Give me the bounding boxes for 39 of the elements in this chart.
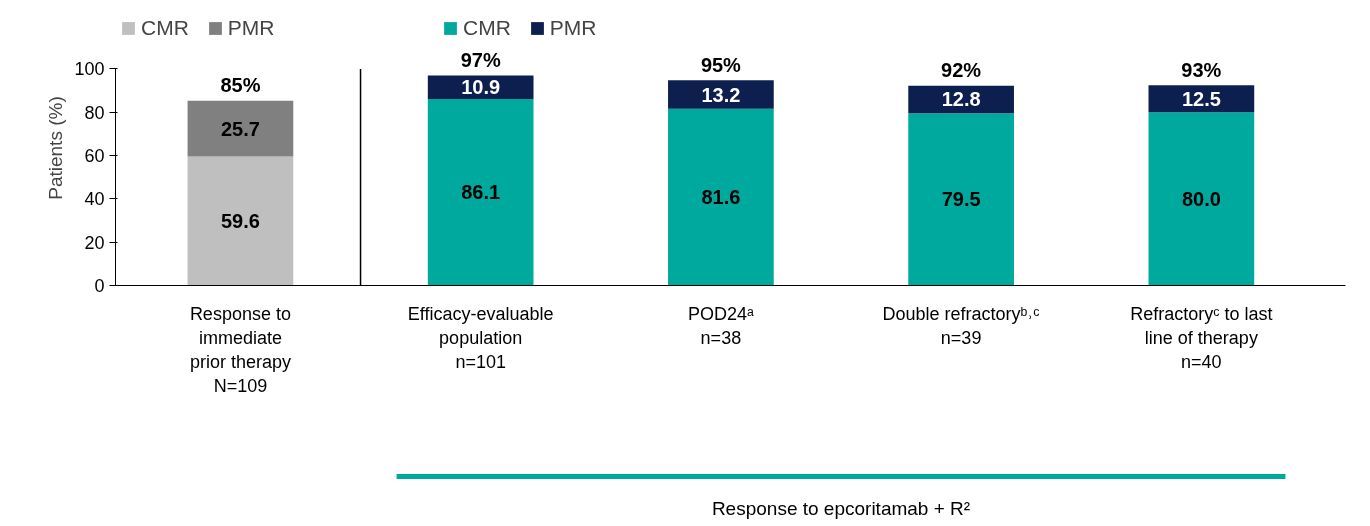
data-label: 25.7: [220, 117, 260, 140]
bar: [187, 100, 294, 157]
data-label: 13.2: [701, 83, 741, 106]
data-label: 12.5: [1181, 87, 1221, 110]
data-label: 80.0: [1181, 187, 1221, 210]
data-label: 12.8: [941, 88, 981, 111]
bar: [1148, 112, 1255, 286]
data-label: 86.1: [461, 181, 501, 204]
total-label: 85%: [220, 74, 261, 97]
total-label: 97%: [460, 49, 501, 72]
total-label: 93%: [1181, 58, 1222, 81]
x-tick-label: Double refractoryᵇ˒ᶜ n=39: [882, 303, 1040, 348]
y-tick-label: 80: [84, 102, 105, 123]
data-label: 59.6: [220, 209, 260, 232]
legend-label: CMR: [463, 16, 511, 40]
x-tick-label: Efficacy-evaluable population n=101: [407, 303, 554, 372]
x-tick-label: Refractoryᶜ to last line of therapy n=40: [1130, 303, 1273, 372]
y-axis-title: Patients (%): [45, 96, 67, 200]
x-tick-label: POD24ᵃ n=38: [688, 303, 755, 348]
bar: [187, 156, 294, 286]
total-label: 92%: [941, 59, 982, 82]
y-tick-label: 20: [84, 232, 105, 253]
x-tick-label: Response to immediate prior therapy N=109: [189, 303, 291, 396]
y-tick-label: 60: [84, 146, 105, 167]
y-tick-label: 0: [94, 276, 105, 296]
legend-label: PMR: [549, 16, 597, 40]
legend-label: CMR: [141, 16, 189, 40]
text: Response to epcoritamab + R²: [711, 497, 971, 519]
bar: [908, 113, 1014, 286]
y-tick-label: 100: [74, 59, 105, 80]
y-tick-label: 40: [84, 189, 105, 210]
data-label: 81.6: [701, 186, 741, 209]
data-label: 10.9: [461, 76, 501, 99]
bar: [668, 108, 774, 286]
legend-label: PMR: [227, 16, 275, 40]
total-label: 95%: [700, 53, 742, 76]
bar: [668, 80, 774, 109]
data-label: 79.5: [941, 188, 981, 211]
bar: [427, 99, 534, 286]
